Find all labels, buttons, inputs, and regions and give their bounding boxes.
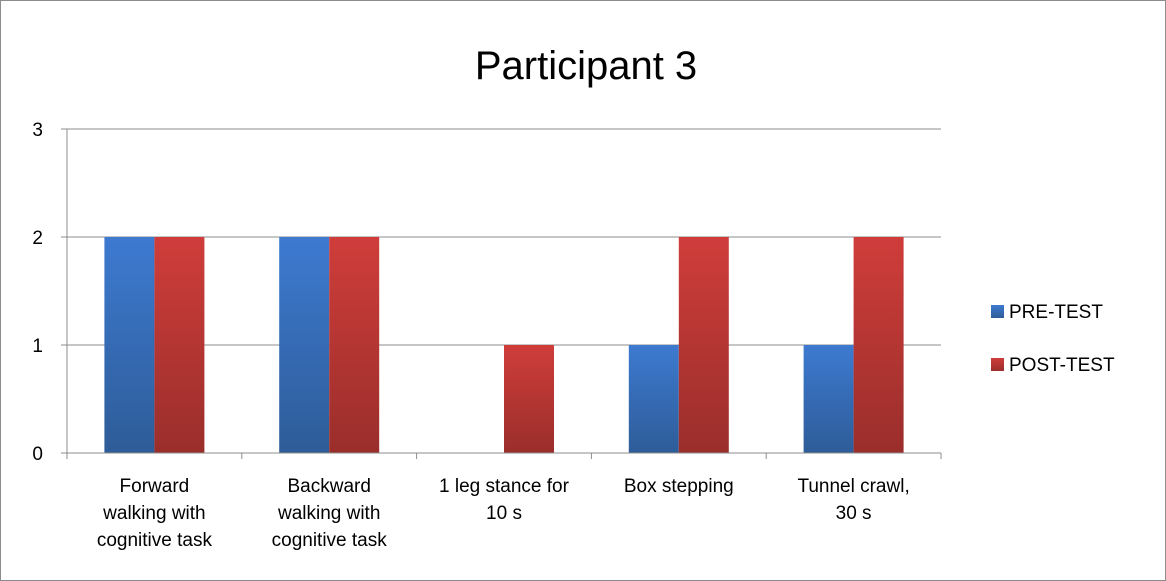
axis-labels: 0 1 2 3 Forward walking with cognitive task Bac… — [32, 120, 909, 551]
x-category-label: Tunnel crawl, — [797, 476, 909, 497]
y-tick-label: 3 — [32, 120, 43, 141]
x-category-label: 10 s — [486, 503, 522, 524]
x-category-label: walking with — [102, 503, 205, 524]
bar-pre-test — [803, 345, 854, 453]
y-tick-label: 0 — [32, 444, 43, 465]
legend-swatch — [991, 358, 1004, 371]
legend-label: POST-TEST — [1009, 355, 1115, 376]
legend-swatch — [991, 305, 1004, 318]
bar-pre-test — [628, 345, 679, 453]
legend-label: PRE-TEST — [1009, 302, 1103, 323]
bar-post-test — [853, 237, 904, 453]
axes — [61, 128, 942, 459]
bar-post-test — [154, 237, 205, 453]
x-category-label: 30 s — [836, 503, 872, 524]
chart-title: Participant 3 — [475, 44, 697, 88]
x-category-label: 1 leg stance for — [439, 476, 570, 497]
y-tick-label: 1 — [32, 336, 43, 357]
x-category-label: cognitive task — [272, 530, 388, 551]
legend: PRE-TEST POST-TEST — [991, 302, 1115, 376]
bar-post-test — [678, 237, 729, 453]
x-category-label: walking with — [277, 503, 380, 524]
x-category-label: cognitive task — [97, 530, 213, 551]
x-category-label: Forward — [120, 476, 190, 497]
bar-pre-test — [279, 237, 330, 453]
bar-pre-test — [104, 237, 155, 453]
y-tick-label: 2 — [32, 228, 43, 249]
bar-post-test — [329, 237, 380, 453]
x-category-label: Backward — [287, 476, 370, 497]
bar-post-test — [504, 345, 554, 453]
x-category-label: Box stepping — [624, 476, 734, 497]
bars — [104, 237, 904, 453]
